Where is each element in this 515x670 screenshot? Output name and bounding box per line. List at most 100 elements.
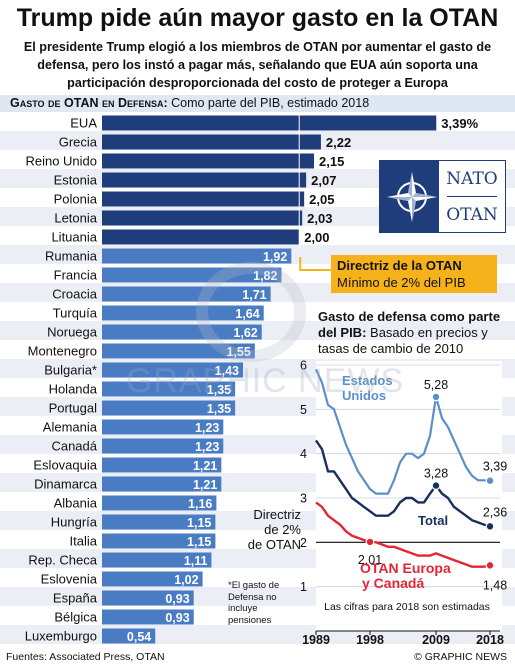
watermark-mark xyxy=(196,262,306,362)
footer-credit: © GRAPHIC NEWS xyxy=(414,651,507,663)
y-tick-label: 6 xyxy=(300,359,307,373)
series-line xyxy=(314,368,491,495)
guideline-2pct-label-line: de OTAN xyxy=(248,537,301,552)
line-chart-title-rest: Basado en precios y tasas de cambio de 2… xyxy=(318,325,488,356)
bar-category-label: Holanda xyxy=(49,382,98,397)
bar-category-label: EUA xyxy=(70,116,97,131)
watermark-text: GRAPHIC NEWS xyxy=(125,362,405,400)
nato-logo: NATO OTAN xyxy=(379,160,506,233)
bar-category-label: Albania xyxy=(54,496,98,511)
bar-value-label: 1,21 xyxy=(193,459,217,473)
bar xyxy=(102,191,305,207)
bar xyxy=(102,457,222,473)
bar xyxy=(102,514,216,530)
series-label-us-line: Estados xyxy=(342,373,393,388)
data-point-label: 3,39 xyxy=(483,460,507,474)
bar-value-label: 2,15 xyxy=(319,154,344,169)
bar xyxy=(102,153,315,169)
bar xyxy=(102,571,203,587)
guideline-connector xyxy=(299,257,331,271)
bar xyxy=(102,229,300,245)
data-point xyxy=(485,560,495,570)
x-tick-label: 2009 xyxy=(422,633,450,647)
guideline-text: Mínimo de 2% del PIB xyxy=(337,275,466,290)
page-title: Trump pide aún mayor gasto en la OTAN xyxy=(16,4,499,32)
bar xyxy=(102,400,236,416)
bar-category-label: Turquía xyxy=(53,306,98,321)
bar-value-label: 3,39% xyxy=(441,116,478,131)
bar-category-label: Rumania xyxy=(45,249,98,264)
x-tick-label: 1998 xyxy=(356,633,384,647)
series-label-europe-line: y Canadá xyxy=(362,575,424,591)
data-point-label: 1,48 xyxy=(483,578,507,592)
x-tick-label: 2018 xyxy=(476,633,504,647)
pension-note: *El gasto de Defensa no incluye pensione… xyxy=(228,580,280,626)
bar-category-label: Portugal xyxy=(49,401,98,416)
data-point xyxy=(485,521,495,531)
line-chart-plot-area xyxy=(316,361,502,631)
x-tick-label: 1989 xyxy=(302,633,330,647)
page-subtitle: El presidente Trump elogió a los miembro… xyxy=(23,40,492,90)
bar xyxy=(102,115,437,131)
bar-value-label: 1,92 xyxy=(263,250,287,264)
bar-value-label: 2,03 xyxy=(307,211,332,226)
bar-value-label: 2,22 xyxy=(326,135,351,150)
bar-category-label: Dinamarca xyxy=(34,477,98,492)
bar-value-label: 1,02 xyxy=(174,573,198,587)
bar-value-label: 0,93 xyxy=(165,592,189,606)
guideline-2pct-label-line: de 2% xyxy=(264,522,301,537)
bar-category-label: Estonia xyxy=(54,173,98,188)
bar-value-label: 0,54 xyxy=(127,630,151,644)
bar xyxy=(102,248,292,264)
bar-category-label: Luxemburgo xyxy=(25,629,97,644)
bar-category-label: Francia xyxy=(54,268,98,283)
data-point-label: 2,36 xyxy=(483,505,507,519)
bar-category-label: Eslovenia xyxy=(41,572,98,587)
series-label-total: Total xyxy=(418,513,448,528)
line-chart-title-bold: Gasto de defensa como parte del PIB: xyxy=(318,309,501,340)
data-point-label: 5,28 xyxy=(424,378,448,392)
bar xyxy=(102,609,194,625)
guideline-title: Directriz de la OTAN xyxy=(337,258,462,273)
bar xyxy=(102,134,321,150)
bar-chart-header-caps: Gasto de OTAN en Defensa: xyxy=(10,96,168,110)
bar-value-label: 1,35 xyxy=(207,402,231,416)
bar-value-label: 0,93 xyxy=(165,611,189,625)
bar-category-label: Lituania xyxy=(51,230,97,245)
bar-value-label: 2,05 xyxy=(309,192,334,207)
data-point-label: 2,01 xyxy=(358,553,382,567)
series-label-europe-line: OTAN Europa xyxy=(360,560,451,576)
bar xyxy=(102,590,194,606)
footer-source: Fuentes: Associated Press, OTAN xyxy=(6,651,165,663)
series-line xyxy=(315,439,491,528)
bar xyxy=(102,628,156,644)
bar-category-label: Eslovaquia xyxy=(33,458,97,473)
bar-value-label: 1,23 xyxy=(195,421,219,435)
bar-category-label: Polonia xyxy=(54,192,98,207)
bar-chart-header-rest: Como parte del PIB, estimado 2018 xyxy=(167,96,370,110)
bar-chart-header: Gasto de OTAN en Defensa: Como parte del… xyxy=(0,95,515,112)
bar-value-label: 1,35 xyxy=(207,383,231,397)
data-point-label: 3,28 xyxy=(424,467,448,481)
bar xyxy=(102,438,224,454)
bar-value-label: 1,11 xyxy=(184,554,208,568)
bar-value-label: 2,00 xyxy=(304,230,329,245)
bar-category-label: España xyxy=(53,591,98,606)
data-point xyxy=(365,537,375,547)
bar xyxy=(102,419,224,435)
y-tick-label: 5 xyxy=(300,403,307,417)
series-label-europe: OTAN Europa y Canadá xyxy=(360,560,451,591)
nato-text-fr: OTAN xyxy=(446,205,498,225)
data-point xyxy=(485,476,495,486)
y-tick-label: 4 xyxy=(300,447,307,461)
bar-category-label: Bulgaria* xyxy=(44,363,97,378)
bar xyxy=(102,210,303,226)
bar-category-label: Italia xyxy=(70,534,98,549)
nato-divider xyxy=(447,196,497,197)
series-label-us-line: Unidos xyxy=(342,388,386,403)
bar-category-label: Grecia xyxy=(59,135,98,150)
bar-value-label: 1,16 xyxy=(188,497,212,511)
